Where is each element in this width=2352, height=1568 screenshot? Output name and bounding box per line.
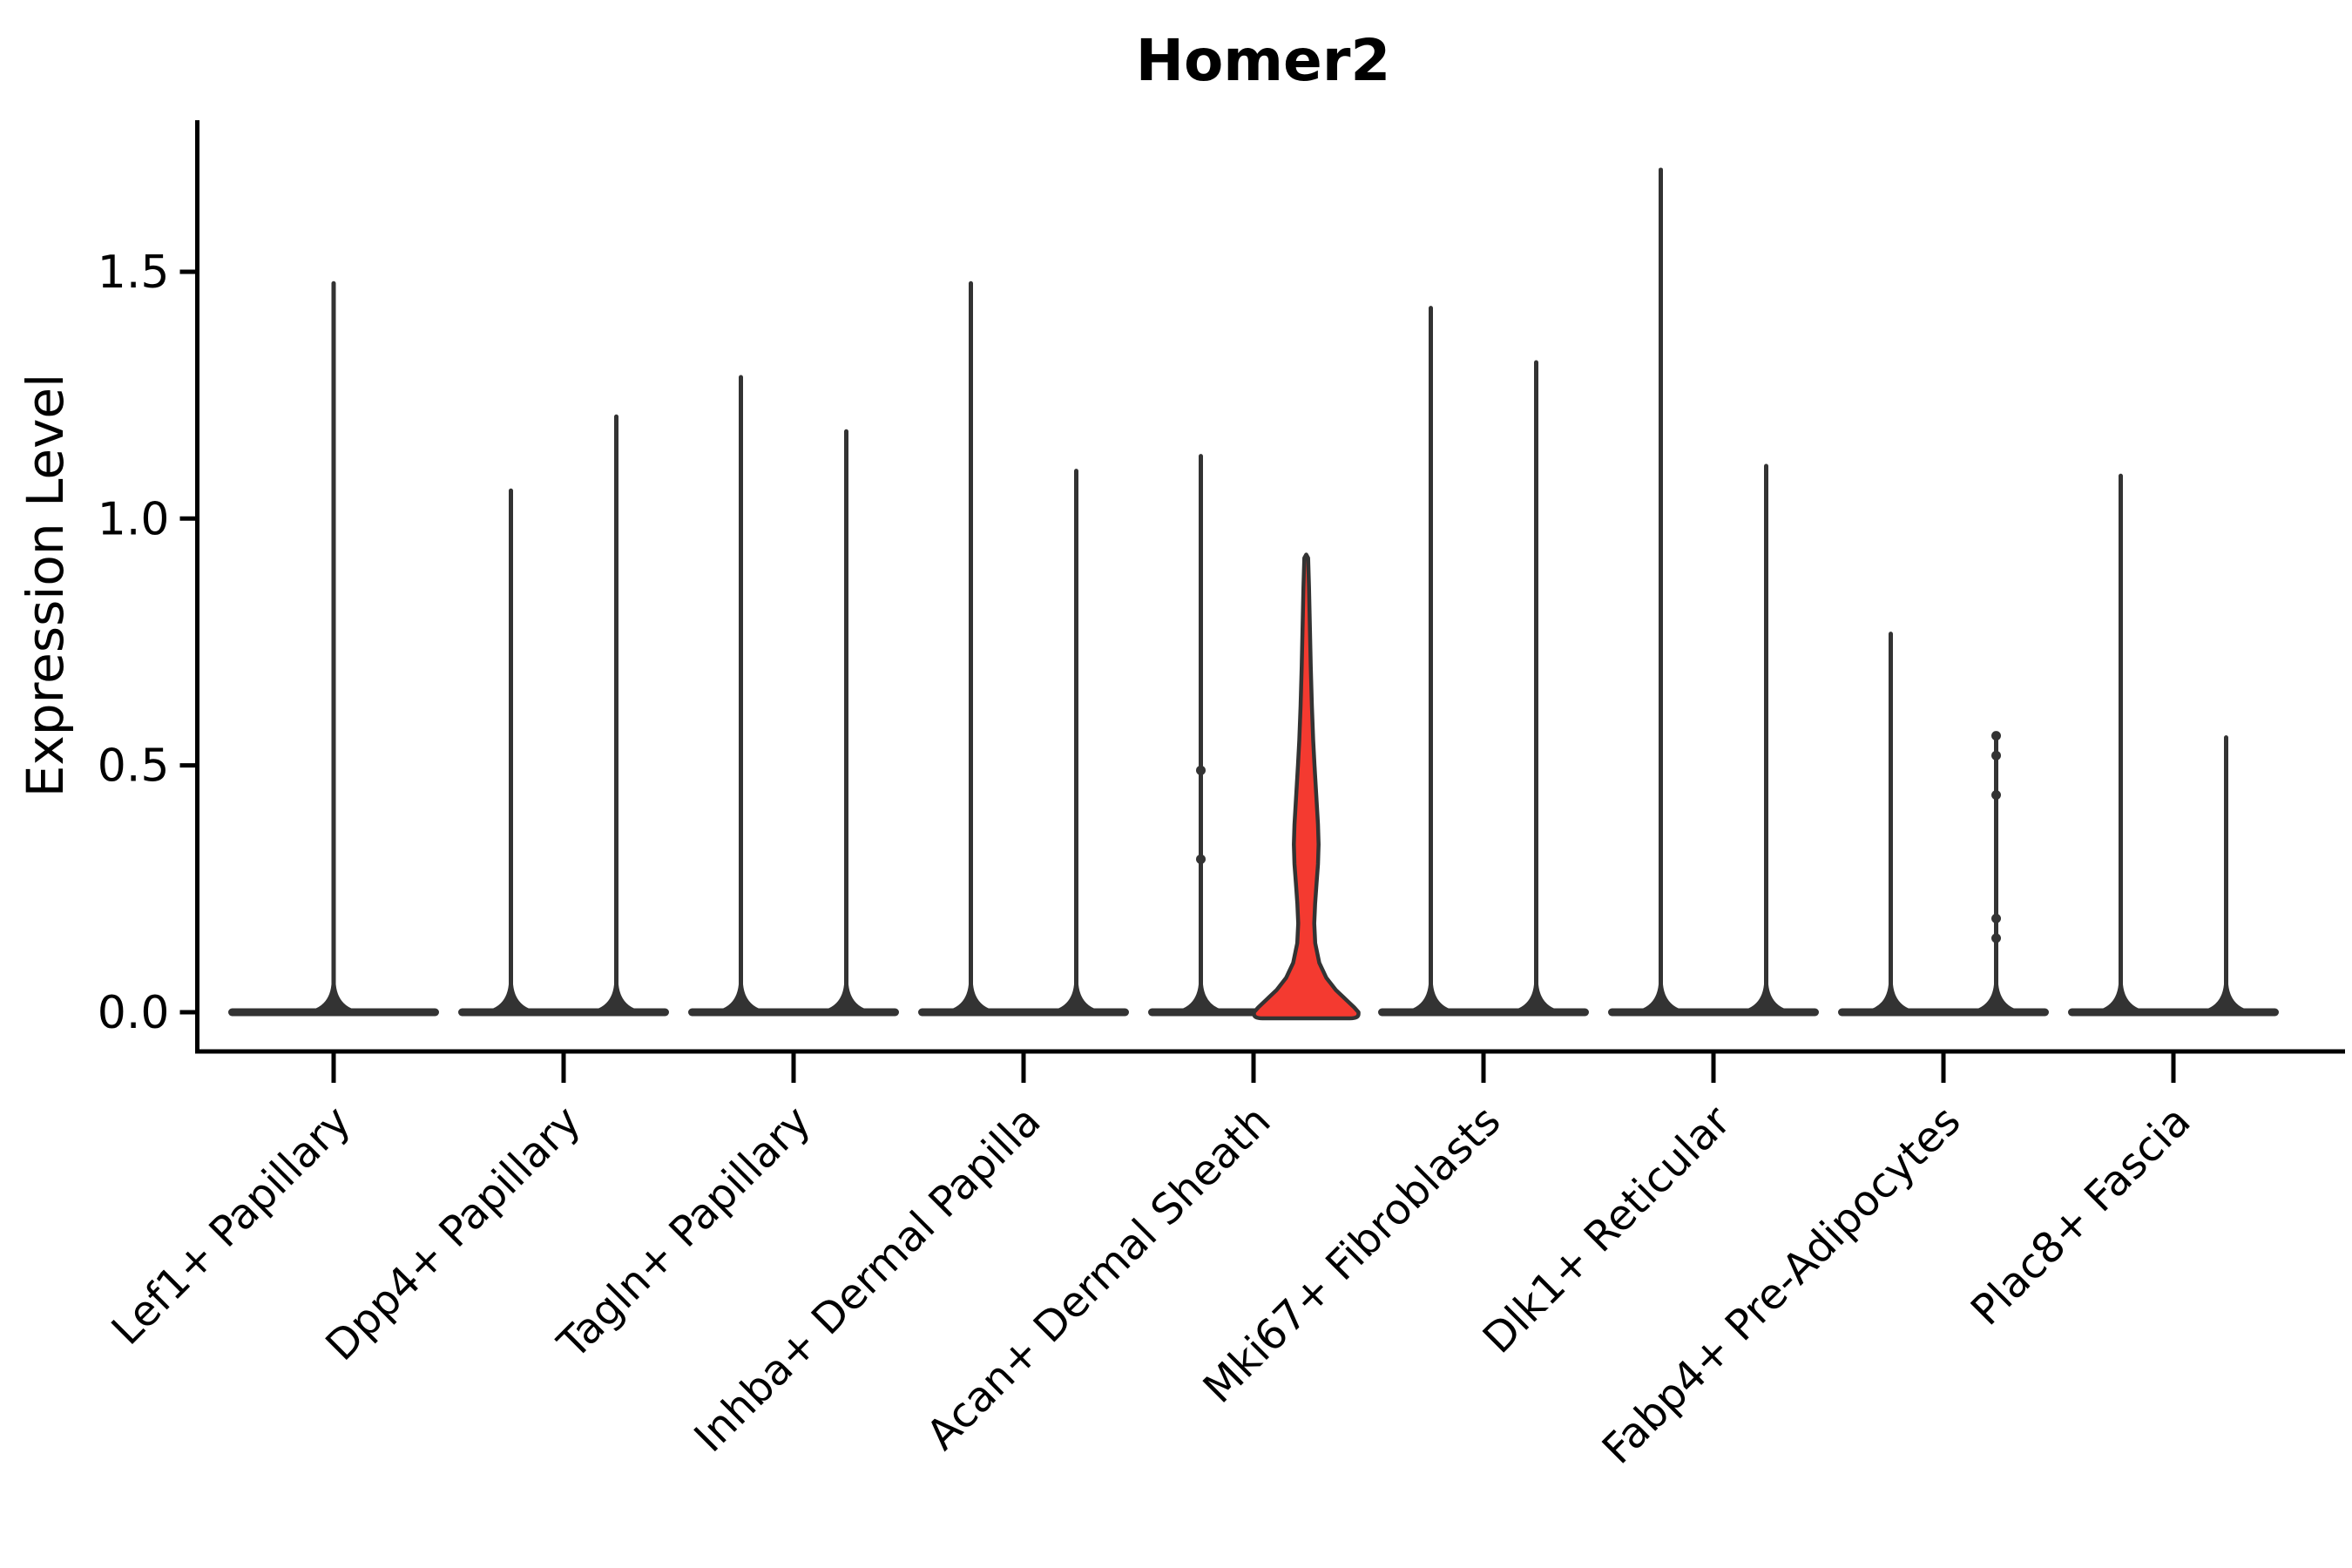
jitter-dot — [1991, 790, 2001, 801]
violin-base — [1378, 1008, 1589, 1017]
violin-base — [2068, 1008, 2279, 1017]
plot-title: Homer2 — [1136, 27, 1391, 94]
jitter-dot — [1991, 933, 2001, 943]
violin-flare — [309, 984, 358, 1010]
violin-base — [458, 1008, 669, 1017]
jitter-dot — [1196, 854, 1206, 864]
jitter-dot — [1991, 913, 2001, 923]
violin-flare — [1176, 984, 1226, 1010]
violin-base — [228, 1008, 439, 1017]
violin-flare — [821, 984, 871, 1010]
violin-flare — [1741, 984, 1791, 1010]
violin-flare — [1511, 984, 1561, 1010]
violin-flare — [591, 984, 641, 1010]
violin-filled-highlight — [1252, 552, 1361, 1021]
violin-flare — [716, 984, 766, 1010]
violin-flare — [946, 984, 996, 1010]
y-tick-label: 1.5 — [98, 247, 170, 299]
axes-layer — [195, 120, 2345, 1054]
violins-layer — [228, 167, 2279, 1021]
violin-flare — [2096, 984, 2146, 1010]
jitter-dot — [1196, 765, 1206, 775]
violin-base — [688, 1008, 899, 1017]
violin-flare — [486, 984, 536, 1010]
violin-base — [1608, 1008, 1819, 1017]
violin-base — [918, 1008, 1129, 1017]
violin-flare — [1051, 984, 1101, 1010]
x-tick-label: Dlk1+ Reticular — [1474, 1097, 1740, 1363]
violin-flare — [1406, 984, 1456, 1010]
violin-flare — [1971, 984, 2021, 1010]
x-tick-label: Tagln+ Papillary — [548, 1097, 820, 1369]
y-axis-label: Expression Level — [16, 374, 75, 797]
y-tick-label: 1.0 — [98, 493, 170, 545]
violin-base — [1838, 1008, 2049, 1017]
jitter-dot — [1991, 731, 2001, 741]
violin-flare — [1866, 984, 1916, 1010]
x-tick-label: Lef1+ Papillary — [103, 1097, 361, 1355]
violin-flare — [2201, 984, 2251, 1010]
x-tick-label: Dpp4+ Papillary — [316, 1097, 590, 1370]
x-tick-label: Plac8+ Fascia — [1962, 1097, 2200, 1335]
y-tick-label: 0.0 — [98, 987, 170, 1039]
violin-flare — [1636, 984, 1686, 1010]
jitter-dot — [1991, 750, 2001, 760]
y-tick-label: 0.5 — [98, 740, 170, 793]
